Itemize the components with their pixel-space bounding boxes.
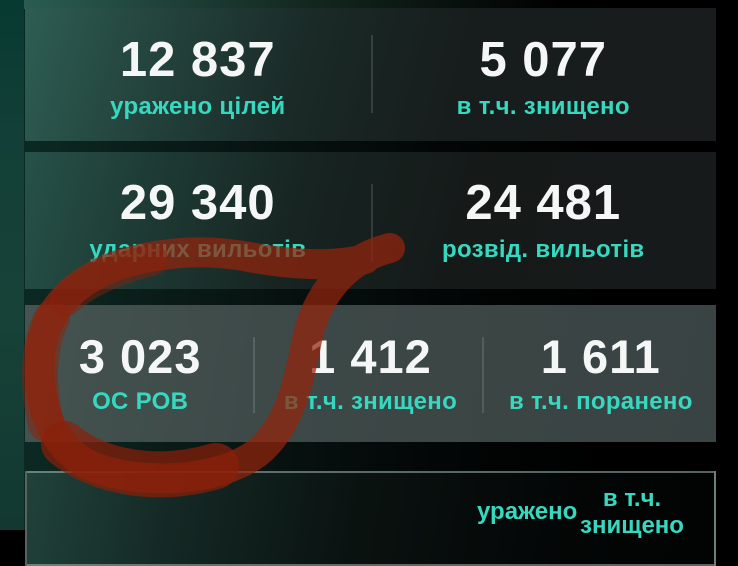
- divider: [253, 337, 255, 413]
- table-header-destroyed: в т.ч. знищено: [567, 485, 697, 539]
- personnel-total-value: 3 023: [78, 330, 202, 383]
- stat-targets-destroyed: 5 077 в т.ч. знищено: [371, 8, 717, 141]
- divider: [482, 337, 484, 413]
- stat-personnel-total: 3 023 ОС РОВ: [25, 305, 255, 442]
- personnel-killed-value: 1 412: [309, 330, 432, 383]
- stat-recon-sorties: 24 481 розвід. вильотів: [371, 152, 717, 289]
- strike-sorties-label: ударних вильотів: [89, 236, 307, 263]
- strike-sorties-value: 29 340: [119, 176, 276, 230]
- stat-targets-hit: 12 837 уражено цілей: [25, 8, 371, 141]
- stat-personnel-killed: 1 412 в т.ч. знищено: [255, 305, 485, 442]
- recon-sorties-label: розвід. вильотів: [442, 236, 645, 263]
- divider: [370, 35, 373, 113]
- table-header-hit: уражено: [477, 498, 578, 525]
- personnel-wounded-value: 1 611: [540, 330, 661, 383]
- left-teal-strip: [0, 0, 24, 530]
- table-header-destroyed-line2: знищено: [580, 512, 684, 539]
- divider: [370, 184, 373, 262]
- stat-strike-sorties: 29 340 ударних вильотів: [25, 152, 371, 289]
- targets-hit-value: 12 837: [119, 32, 276, 87]
- personnel-killed-label: в т.ч. знищено: [283, 388, 458, 415]
- panel-table-header: уражено в т.ч. знищено: [25, 471, 716, 566]
- panel-sorties: 29 340 ударних вильотів 24 481 розвід. в…: [25, 152, 716, 289]
- red-circle-bottom-emphasis: [41, 421, 239, 498]
- panel-targets: 12 837 уражено цілей 5 077 в т.ч. знищен…: [25, 8, 716, 141]
- stat-personnel-wounded: 1 611 в т.ч. поранено: [486, 305, 716, 442]
- personnel-wounded-label: в т.ч. поранено: [508, 388, 693, 415]
- targets-destroyed-label: в т.ч. знищено: [456, 92, 630, 120]
- personnel-total-label: ОС РОВ: [92, 388, 189, 415]
- panel-personnel: 3 023 ОС РОВ 1 412 в т.ч. знищено 1 611 …: [25, 305, 716, 442]
- targets-destroyed-value: 5 077: [479, 32, 608, 87]
- table-header-destroyed-line1: в т.ч.: [602, 485, 662, 512]
- targets-hit-label: уражено цілей: [110, 92, 286, 120]
- top-glow-band: [24, 0, 738, 9]
- recon-sorties-value: 24 481: [465, 176, 622, 230]
